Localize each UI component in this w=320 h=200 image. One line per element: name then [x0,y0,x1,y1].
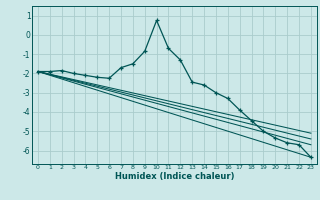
X-axis label: Humidex (Indice chaleur): Humidex (Indice chaleur) [115,172,234,181]
